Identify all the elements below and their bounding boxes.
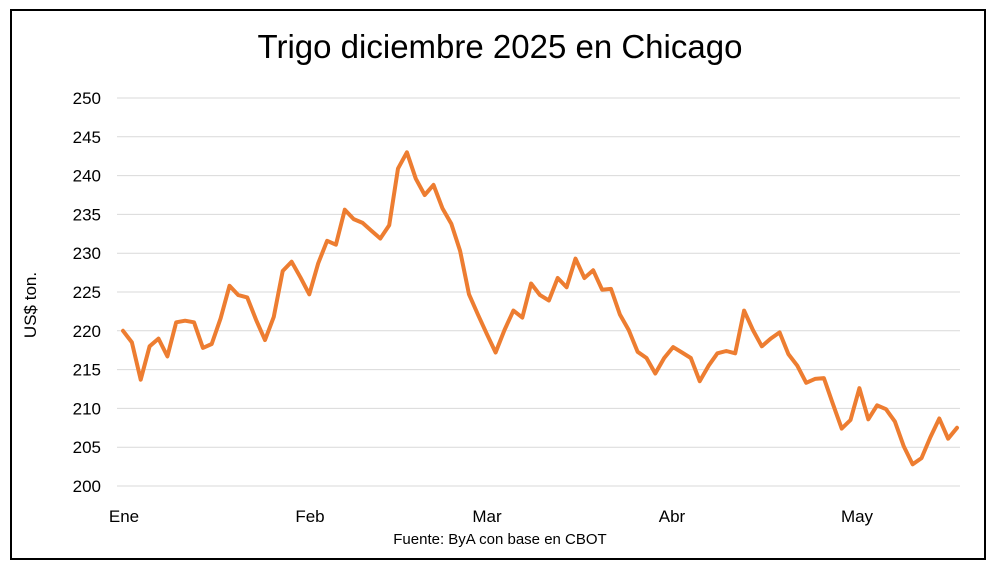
y-tick-label: 240 bbox=[73, 167, 101, 186]
y-tick-label: 220 bbox=[73, 322, 101, 341]
y-tick-label: 225 bbox=[73, 283, 101, 302]
y-tick-label: 235 bbox=[73, 205, 101, 224]
y-tick-label: 230 bbox=[73, 244, 101, 263]
x-tick-label: May bbox=[841, 507, 874, 526]
y-tick-label: 215 bbox=[73, 361, 101, 380]
y-tick-label: 245 bbox=[73, 128, 101, 147]
chart-frame bbox=[10, 9, 986, 560]
series-line bbox=[121, 150, 959, 467]
x-tick-label: Ene bbox=[109, 507, 139, 526]
x-tick-label: Feb bbox=[295, 507, 324, 526]
x-tick-label: Abr bbox=[659, 507, 686, 526]
y-tick-label: 205 bbox=[73, 438, 101, 457]
y-tick-label: 200 bbox=[73, 477, 101, 496]
x-tick-label: Mar bbox=[472, 507, 502, 526]
chart-source: Fuente: ByA con base en CBOT bbox=[393, 531, 607, 548]
y-tick-label: 210 bbox=[73, 399, 101, 418]
chart-title: Trigo diciembre 2025 en Chicago bbox=[257, 28, 743, 65]
y-tick-label: 250 bbox=[73, 89, 101, 108]
